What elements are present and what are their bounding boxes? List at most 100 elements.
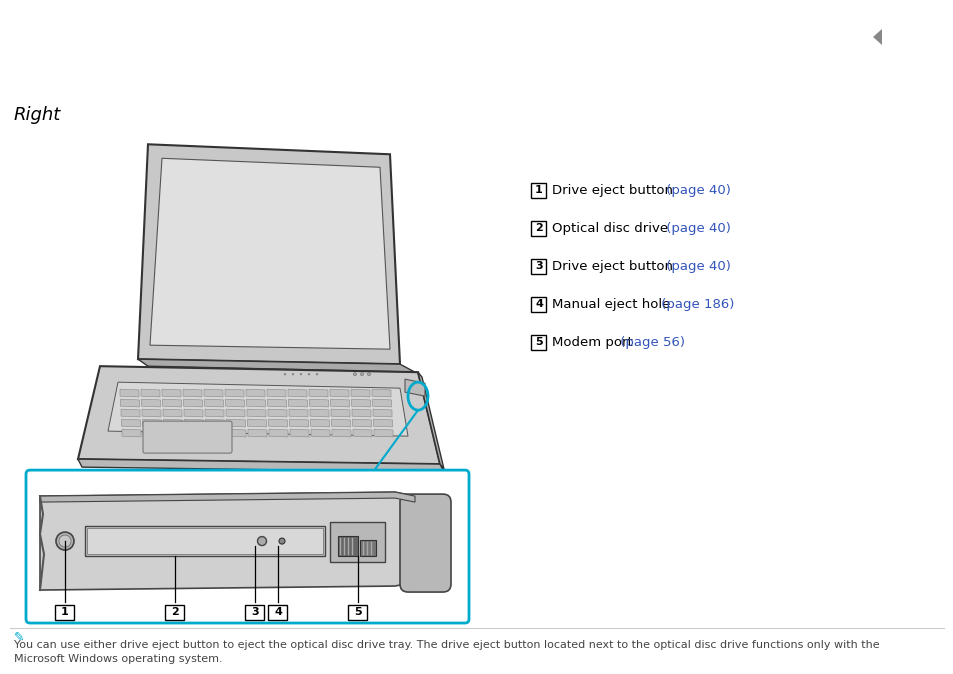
Polygon shape (246, 389, 265, 397)
Text: 2: 2 (171, 607, 178, 617)
Polygon shape (892, 29, 901, 45)
Polygon shape (310, 409, 329, 417)
Text: (page 186): (page 186) (656, 298, 733, 311)
Polygon shape (309, 399, 328, 407)
Polygon shape (331, 419, 350, 427)
Text: (page 40): (page 40) (661, 259, 731, 273)
Circle shape (354, 373, 356, 375)
Text: Optical disc drive: Optical disc drive (552, 222, 667, 235)
Polygon shape (225, 389, 244, 397)
Polygon shape (204, 389, 223, 397)
Polygon shape (138, 144, 399, 364)
Polygon shape (108, 382, 408, 436)
Text: Manual eject hole: Manual eject hole (552, 298, 670, 311)
Polygon shape (143, 429, 162, 437)
Polygon shape (141, 389, 160, 397)
Polygon shape (310, 419, 329, 427)
Text: 4: 4 (535, 299, 542, 309)
Text: (page 56): (page 56) (616, 336, 684, 348)
Polygon shape (417, 372, 443, 469)
Polygon shape (247, 419, 266, 427)
Text: (page 40): (page 40) (661, 222, 731, 235)
Circle shape (278, 538, 285, 544)
Text: Modem port: Modem port (552, 336, 632, 348)
Polygon shape (164, 429, 183, 437)
Polygon shape (374, 429, 393, 437)
Polygon shape (184, 409, 203, 417)
Text: 15: 15 (887, 51, 908, 66)
Polygon shape (248, 429, 267, 437)
Text: VAIO: VAIO (14, 31, 112, 65)
Bar (87, 528, 323, 554)
Circle shape (56, 532, 74, 550)
Polygon shape (206, 429, 225, 437)
Polygon shape (372, 389, 391, 397)
Text: 5: 5 (535, 337, 542, 347)
Polygon shape (142, 419, 161, 427)
Polygon shape (330, 389, 349, 397)
Polygon shape (185, 429, 204, 437)
Polygon shape (205, 409, 224, 417)
Polygon shape (267, 399, 286, 407)
Text: Right: Right (14, 106, 61, 124)
Polygon shape (184, 419, 203, 427)
Bar (330, 522, 385, 562)
Polygon shape (227, 429, 246, 437)
Polygon shape (373, 409, 392, 417)
Polygon shape (162, 399, 181, 407)
Polygon shape (268, 419, 287, 427)
Circle shape (292, 373, 294, 375)
Polygon shape (78, 366, 439, 464)
Polygon shape (78, 459, 443, 472)
Text: 3: 3 (251, 607, 258, 617)
FancyBboxPatch shape (348, 605, 367, 619)
FancyBboxPatch shape (399, 494, 451, 592)
Polygon shape (150, 158, 390, 349)
Text: 2: 2 (535, 223, 542, 233)
Circle shape (299, 373, 302, 375)
Polygon shape (40, 492, 415, 502)
FancyBboxPatch shape (55, 605, 74, 619)
Polygon shape (269, 429, 288, 437)
Text: Microsoft Windows operating system.: Microsoft Windows operating system. (14, 654, 222, 664)
Polygon shape (183, 399, 202, 407)
Polygon shape (289, 409, 308, 417)
Polygon shape (351, 389, 370, 397)
Polygon shape (163, 409, 182, 417)
Circle shape (315, 373, 318, 375)
Polygon shape (162, 389, 181, 397)
Polygon shape (332, 429, 351, 437)
FancyBboxPatch shape (531, 183, 546, 197)
Polygon shape (288, 399, 307, 407)
Polygon shape (288, 389, 307, 397)
Text: (page 40): (page 40) (661, 184, 731, 197)
Circle shape (360, 373, 363, 375)
Polygon shape (405, 379, 424, 396)
Text: You can use either drive eject button to eject the optical disc drive tray. The : You can use either drive eject button to… (14, 640, 879, 650)
Polygon shape (226, 409, 245, 417)
Polygon shape (204, 399, 223, 407)
Text: Getting Started: Getting Started (829, 75, 939, 88)
Polygon shape (121, 409, 140, 417)
Polygon shape (246, 399, 265, 407)
FancyBboxPatch shape (245, 605, 264, 619)
Text: ✎: ✎ (14, 631, 25, 644)
Polygon shape (163, 419, 182, 427)
Polygon shape (353, 429, 372, 437)
Polygon shape (351, 399, 370, 407)
Polygon shape (247, 409, 266, 417)
Text: 5: 5 (354, 607, 361, 617)
Polygon shape (290, 429, 309, 437)
Polygon shape (120, 399, 139, 407)
Polygon shape (289, 419, 308, 427)
Bar (85, 526, 325, 556)
Circle shape (367, 373, 370, 375)
FancyBboxPatch shape (531, 221, 546, 236)
Polygon shape (372, 399, 391, 407)
FancyBboxPatch shape (531, 297, 546, 311)
Text: 1: 1 (535, 185, 542, 195)
Polygon shape (226, 419, 245, 427)
FancyBboxPatch shape (531, 335, 546, 350)
Circle shape (59, 535, 71, 547)
Polygon shape (352, 419, 371, 427)
